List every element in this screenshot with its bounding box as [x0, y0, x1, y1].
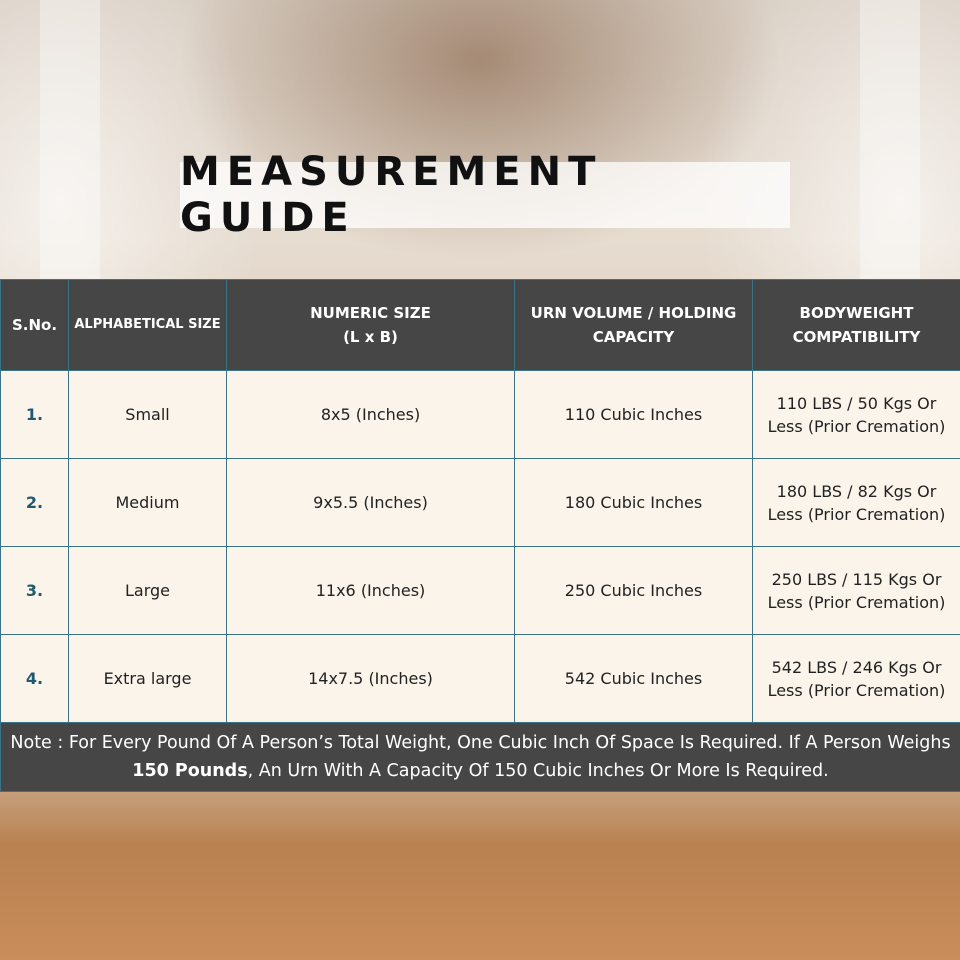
cell-sno: 3. [0, 546, 69, 635]
cell-volume: 110 Cubic Inches [514, 370, 753, 459]
header-numeric-line2: (L x B) [343, 328, 398, 346]
cell-bodyweight: 250 LBS / 115 Kgs Or Less (Prior Cremati… [752, 546, 960, 635]
header-sno: S.No. [0, 279, 69, 371]
cell-alpha: Extra large [68, 634, 227, 723]
header-bodyweight: BODYWEIGHT COMPATIBILITY [752, 279, 960, 371]
cell-bodyweight: 180 LBS / 82 Kgs Or Less (Prior Crematio… [752, 458, 960, 547]
cell-bodyweight: 110 LBS / 50 Kgs Or Less (Prior Crematio… [752, 370, 960, 459]
cell-numeric: 8x5 (Inches) [226, 370, 515, 459]
cell-numeric: 9x5.5 (Inches) [226, 458, 515, 547]
page-title: MEASUREMENT GUIDE [180, 149, 603, 241]
header-numeric-line1: NUMERIC SIZE [310, 304, 431, 322]
cell-sno: 1. [0, 370, 69, 459]
background-column [860, 0, 920, 280]
header-row: S.No. ALPHABETICAL SIZE NUMERIC SIZE (L x… [0, 279, 960, 371]
note-text-end: , An Urn With A Capacity Of 150 Cubic In… [247, 761, 829, 781]
background-column [40, 0, 100, 280]
cell-volume: 180 Cubic Inches [514, 458, 753, 547]
table-row: 2. Medium 9x5.5 (Inches) 180 Cubic Inches 18… [0, 458, 960, 547]
cell-bodyweight: 542 LBS / 246 Kgs Or Less (Prior Cremati… [752, 634, 960, 723]
header-numeric-size: NUMERIC SIZE (L x B) [226, 279, 515, 371]
cell-sno: 2. [0, 458, 69, 547]
header-alphabetical-size: ALPHABETICAL SIZE [68, 279, 227, 371]
cell-alpha: Medium [68, 458, 227, 547]
note-text-start: Note : For Every Pound Of A Person’s Tot… [10, 733, 951, 753]
cell-alpha: Large [68, 546, 227, 635]
table-row: 3. Large 11x6 (Inches) 250 Cubic Inches 250 … [0, 546, 960, 635]
table-row: 4. Extra large 14x7.5 (Inches) 542 Cubic In… [0, 634, 960, 723]
header-urn-volume: URN VOLUME / HOLDING CAPACITY [514, 279, 753, 371]
title-banner: MEASUREMENT GUIDE [180, 149, 790, 241]
note-text: Note : For Every Pound Of A Person’s Tot… [0, 722, 960, 792]
cell-numeric: 11x6 (Inches) [226, 546, 515, 635]
cell-volume: 250 Cubic Inches [514, 546, 753, 635]
cell-volume: 542 Cubic Inches [514, 634, 753, 723]
measurement-table: S.No. ALPHABETICAL SIZE NUMERIC SIZE (L x… [0, 279, 960, 792]
note-bold: 150 Pounds [132, 761, 248, 781]
table-row: 1. Small 8x5 (Inches) 110 Cubic Inches 110 L… [0, 370, 960, 459]
cell-numeric: 14x7.5 (Inches) [226, 634, 515, 723]
cell-sno: 4. [0, 634, 69, 723]
note-row: Note : For Every Pound Of A Person’s Tot… [0, 722, 960, 792]
cell-alpha: Small [68, 370, 227, 459]
